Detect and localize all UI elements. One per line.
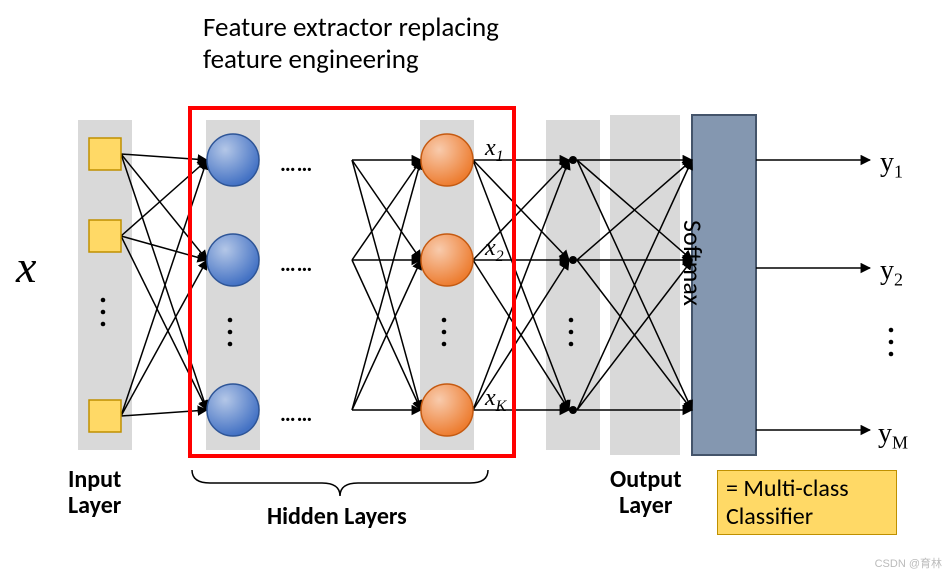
xK-label: xK [485,385,506,416]
title-line-1: Feature extractor replacing [203,11,499,44]
y2-label: y2 [880,255,903,291]
diagram-title: Feature extractor replacing feature engi… [203,12,499,77]
input-x-symbol: x [16,240,36,293]
watermark: CSDN @育林 [875,555,942,571]
ellipsis-h-3: …… [280,400,313,427]
ellipsis-h-2: …… [280,250,313,277]
y1-label: y1 [880,147,903,183]
multiclass-classifier-box: = Multi-classClassifier [717,470,897,535]
output-layer-label: OutputLayer [610,467,682,520]
hidden-layers-label: Hidden Layers [267,504,407,530]
ellipsis-h-1: …… [280,150,313,177]
title-line-2: feature engineering [203,43,419,76]
x2-label: x2 [485,235,504,266]
x1-label: x1 [485,135,504,166]
input-layer-label: InputLayer [68,467,121,520]
yM-label: yM [878,418,908,454]
softmax-label: Softmax [677,220,709,306]
